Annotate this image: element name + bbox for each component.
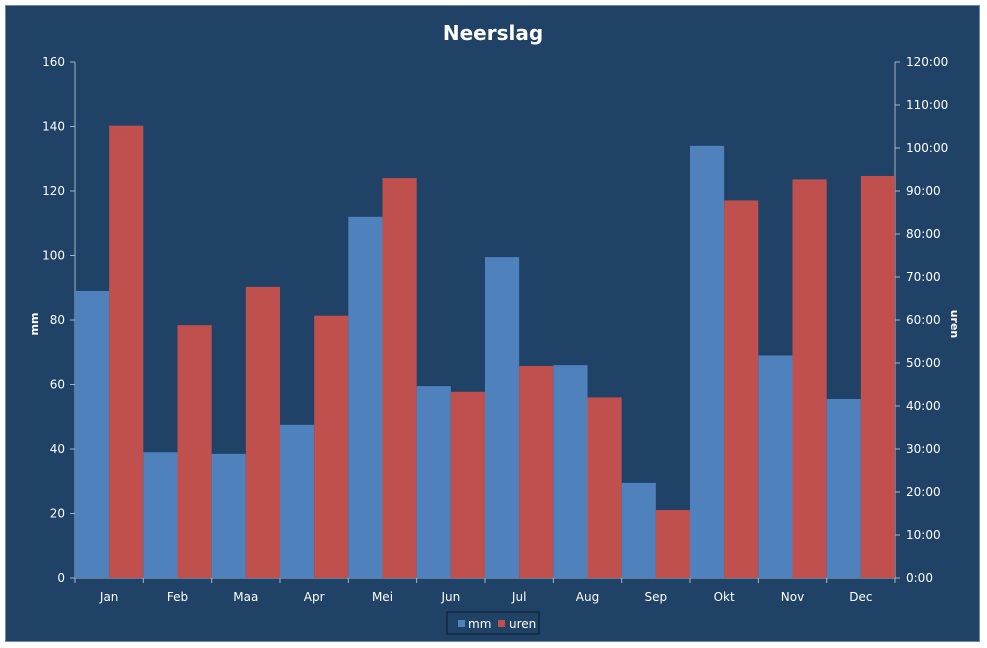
bars — [75, 125, 895, 579]
chart-title: Neerslag — [443, 21, 543, 45]
x-tick-label-jul: Jul — [511, 590, 526, 604]
y2-tick-label: 30:00 — [906, 442, 941, 456]
bar-uren-jun — [450, 391, 485, 578]
y2-tick-label: 110:00 — [906, 98, 948, 112]
y2-tick-label: 0:00 — [906, 571, 933, 585]
legend-swatch-uren — [498, 620, 505, 627]
x-tick-label-okt: Okt — [714, 590, 735, 604]
bar-mm-dec — [826, 399, 861, 578]
y2-tick-label: 70:00 — [906, 270, 941, 284]
x-tick-label-maa: Maa — [233, 590, 258, 604]
bar-uren-nov — [792, 179, 827, 578]
legend: mm uren — [446, 611, 540, 635]
bar-mm-aug — [553, 365, 588, 578]
y-tick-label: 160 — [42, 55, 65, 69]
bar-uren-maa — [245, 286, 280, 578]
bar-uren-mei — [382, 178, 417, 578]
bar-mm-mei — [348, 216, 383, 579]
bar-uren-dec — [860, 175, 895, 578]
bar-mm-maa — [211, 453, 246, 578]
y-axis-title: mm — [28, 313, 41, 336]
x-tick-label-jan: Jan — [99, 590, 119, 604]
bar-uren-sep — [655, 510, 690, 578]
bar-mm-okt — [690, 145, 725, 578]
bar-mm-nov — [758, 355, 793, 578]
x-tick-label-mei: Mei — [372, 590, 393, 604]
bar-uren-jul — [519, 366, 554, 578]
bar-uren-aug — [587, 397, 622, 578]
y-tick-label: 20 — [50, 507, 65, 521]
bar-mm-feb — [143, 452, 178, 578]
y-tick-label: 120 — [42, 184, 65, 198]
x-tick-label-aug: Aug — [576, 590, 599, 604]
x-tick-label-feb: Feb — [167, 590, 188, 604]
y-tick-label: 100 — [42, 249, 65, 263]
bar-mm-apr — [280, 424, 315, 578]
bar-uren-feb — [177, 325, 212, 578]
y2-tick-label: 10:00 — [906, 528, 941, 542]
tick-labels: 0 20 40 60 80 100 120 140 160 0:00 10:00 20:00 30:00… — [42, 55, 948, 604]
bar-uren-okt — [724, 200, 759, 578]
y2-tick-label: 40:00 — [906, 399, 941, 413]
bar-uren-apr — [314, 315, 349, 578]
y2-tick-label: 80:00 — [906, 227, 941, 241]
legend-label-uren: uren — [509, 617, 536, 631]
bar-mm-jun — [416, 386, 451, 578]
legend-label-mm: mm — [468, 617, 491, 631]
y2-tick-label: 120:00 — [906, 55, 948, 69]
bar-mm-jul — [485, 257, 520, 578]
chart-area: Neerslag 0 20 40 60 80 100 120 140 160 0:00 10:00 2… — [5, 5, 980, 642]
bar-uren-jan — [109, 125, 144, 578]
x-tick-label-sep: Sep — [645, 590, 668, 604]
x-tick-label-nov: Nov — [781, 590, 804, 604]
bar-mm-sep — [621, 482, 656, 578]
y-tick-label: 140 — [42, 120, 65, 134]
legend-swatch-mm — [458, 620, 465, 627]
y2-axis-title: uren — [948, 310, 961, 339]
x-tick-label-apr: Apr — [304, 590, 325, 604]
x-tick-label-dec: Dec — [849, 590, 872, 604]
y2-tick-label: 20:00 — [906, 485, 941, 499]
y2-tick-label: 50:00 — [906, 356, 941, 370]
bar-mm-jan — [75, 290, 110, 578]
chart-svg: Neerslag 0 20 40 60 80 100 120 140 160 0:00 10:00 2… — [28, 21, 961, 635]
y-tick-label: 40 — [50, 442, 65, 456]
y-tick-label: 0 — [57, 571, 65, 585]
y-tick-label: 80 — [50, 313, 65, 327]
y-tick-label: 60 — [50, 378, 65, 392]
legend-box — [446, 611, 540, 635]
y2-tick-label: 60:00 — [906, 313, 941, 327]
y2-tick-label: 100:00 — [906, 141, 948, 155]
y2-tick-label: 90:00 — [906, 184, 941, 198]
x-tick-label-jun: Jun — [440, 590, 460, 604]
